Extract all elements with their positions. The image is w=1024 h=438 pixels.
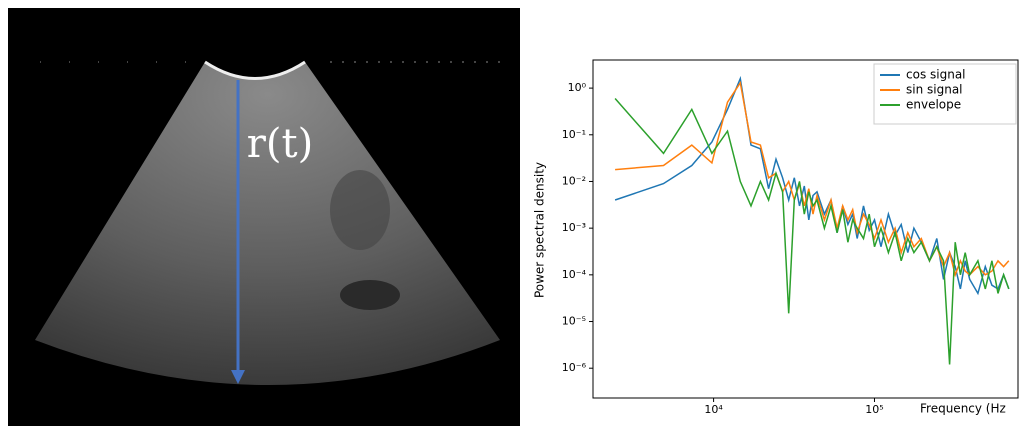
legend-label: envelope (906, 98, 961, 112)
x-axis-label: Frequency (Hz (920, 402, 1006, 416)
x-tick-label: 10⁵ (865, 403, 883, 416)
figure: r(t) Power spectral density Frequency (H… (0, 0, 1024, 434)
y-tick-label: 10⁻⁶ (562, 361, 587, 374)
x-tick-label: 10⁴ (704, 403, 723, 416)
ultrasound-structure (340, 280, 400, 310)
legend-label: sin signal (906, 83, 963, 97)
y-axis-label: Power spectral density (533, 162, 547, 298)
y-tick-label: 10⁻² (562, 174, 586, 187)
y-tick-label: 10⁰ (568, 81, 587, 94)
y-tick-label: 10⁻⁵ (562, 315, 586, 328)
series-line (615, 99, 1009, 365)
ultrasound-structure (330, 170, 390, 250)
legend-label: cos signal (906, 68, 966, 82)
y-tick-label: 10⁻⁴ (562, 268, 587, 281)
y-tick-label: 10⁻³ (562, 221, 586, 234)
y-tick-label: 10⁻¹ (562, 128, 586, 141)
page: r(t) Power spectral density Frequency (H… (0, 0, 1024, 434)
depth-label: r(t) (247, 121, 313, 167)
